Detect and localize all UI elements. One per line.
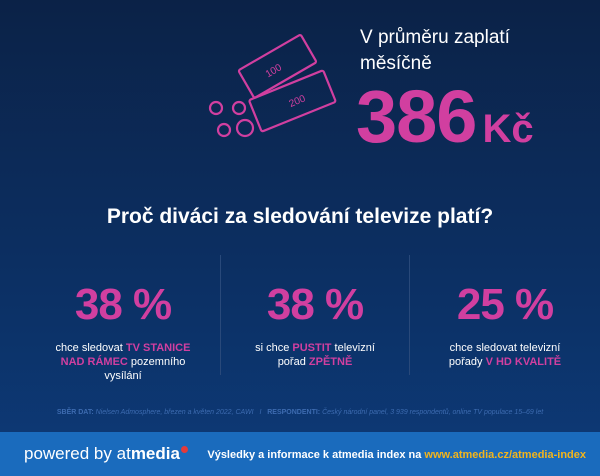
stat-description: chce sledovat televizní pořady V HD KVAL… [435, 341, 575, 369]
source-separator: I [259, 409, 262, 416]
stat-description: si chce PUSTIT televizní pořad ZPĚTNĚ [245, 341, 385, 369]
atmedia-logo[interactable]: atmedia [117, 444, 180, 463]
stat-hd-quality: 25 % chce sledovat televizní pořady V HD… [410, 255, 600, 395]
stat-value: 25 % [456, 280, 554, 329]
logo-light: at [116, 444, 131, 463]
hero-section: 100 200 V průměru zaplatí měsíčně 386 Kč [0, 0, 600, 190]
stat-text: televizní pořad [277, 342, 375, 368]
powered-by-text: powered by [24, 444, 112, 463]
coins-icon [208, 100, 255, 138]
stat-highlight: TV STANICE NAD RÁMEC [60, 342, 191, 368]
stat-highlight: ZPĚTNĚ [308, 356, 353, 368]
hero-headline: V průměru zaplatí měsíčně [360, 27, 510, 74]
divider [409, 255, 410, 375]
stat-highlight: PUSTIT [292, 342, 332, 354]
respondents-label: RESPONDENTI: [267, 409, 321, 416]
divider [220, 255, 221, 375]
stat-text: pozemního vysílání [104, 356, 186, 382]
powered-by: powered by atmedia [24, 444, 188, 464]
banknotes-icon: 100 200 [208, 34, 337, 138]
stat-value: 38 % [74, 280, 172, 329]
stat-replay: 38 % si chce PUSTIT televizní pořad ZPĚT… [220, 255, 410, 395]
banknote-200 [248, 69, 337, 133]
stat-highlight: V HD KVALITĚ [485, 356, 562, 368]
respondents-text: Český národní panel, 3 939 respondentů, … [322, 409, 544, 416]
banknote-100-label: 100 [264, 62, 284, 80]
atmedia-index-link[interactable]: www.atmedia.cz/atmedia-index [424, 449, 586, 461]
section-question: Proč diváci za sledování televize platí? [106, 205, 494, 228]
stats-row: 38 % chce sledovat TV STANICE NAD RÁMEC … [0, 255, 600, 395]
stat-text: si chce [255, 342, 293, 354]
banknote-100 [237, 34, 318, 99]
amount-currency: Kč [482, 107, 534, 151]
stat-description: chce sledovat TV STANICE NAD RÁMEC pozem… [53, 341, 193, 383]
logo-dot-icon [180, 446, 188, 453]
logo-bold: media [130, 444, 180, 463]
amount-value: 386 [356, 75, 477, 158]
footer-bar: powered by atmedia Výsledky a informace … [0, 432, 600, 476]
source-text: Nielsen Admosphere, březen a květen 2022… [95, 409, 254, 416]
source-label: SBĚR DAT: [56, 409, 94, 416]
source-note: SBĚR DAT: Nielsen Admosphere, březen a k… [0, 409, 600, 416]
hero-amount: 386 Kč [356, 74, 596, 158]
banknote-200-label: 200 [288, 93, 308, 110]
stat-tv-stations: 38 % chce sledovat TV STANICE NAD RÁMEC … [28, 255, 218, 395]
stat-text: chce sledovat televizní pořady [448, 342, 561, 368]
footer-info: Výsledky a informace k atmedia index na … [207, 449, 586, 461]
footer-info-text: Výsledky a informace k atmedia index na [207, 449, 422, 461]
stat-text: chce sledovat [55, 342, 126, 354]
stat-value: 38 % [266, 280, 364, 329]
